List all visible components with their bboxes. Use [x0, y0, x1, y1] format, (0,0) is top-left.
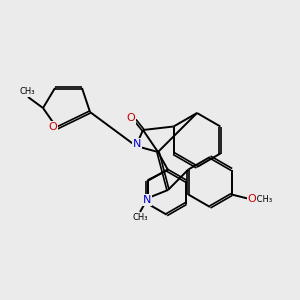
Text: CH₃: CH₃ — [19, 88, 35, 97]
Text: O: O — [49, 122, 57, 132]
Text: N: N — [133, 139, 141, 149]
Text: N: N — [143, 195, 151, 205]
Text: OCH₃: OCH₃ — [250, 195, 273, 204]
Text: CH₃: CH₃ — [132, 214, 148, 223]
Text: O: O — [247, 194, 256, 203]
Text: O: O — [127, 113, 135, 123]
